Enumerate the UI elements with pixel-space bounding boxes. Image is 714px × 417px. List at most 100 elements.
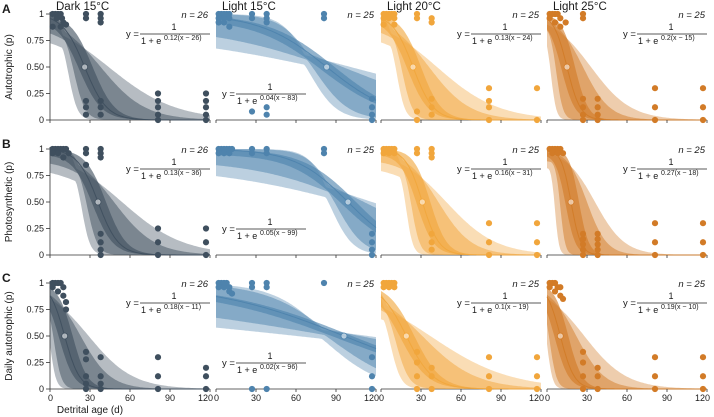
data-point: [226, 15, 233, 22]
model-equation: y = 1 1 + e 0.13(x − 36): [126, 157, 210, 181]
data-point: [82, 380, 90, 387]
data-point: [485, 85, 493, 92]
equation-exponent: 0.02(x − 96): [260, 364, 298, 371]
data-point: [215, 284, 222, 291]
data-point: [248, 15, 256, 22]
x-axis: [49, 120, 211, 123]
data-point: [60, 284, 67, 291]
equation-numerator: 1: [502, 157, 507, 167]
sample-size-label: n = 26: [181, 145, 208, 156]
data-point: [485, 354, 493, 361]
data-point: [202, 251, 210, 259]
data-point: [651, 85, 659, 92]
data-point: [428, 15, 435, 22]
data-point: [579, 116, 587, 124]
condition-title: Light 15°C: [222, 1, 276, 13]
data-point: [594, 236, 601, 243]
data-point: [202, 104, 210, 111]
data-point: [594, 241, 601, 248]
data-point: [559, 295, 567, 302]
data-point: [82, 356, 90, 363]
data-point: [651, 251, 659, 259]
y-tick-label: 1: [39, 9, 44, 19]
data-point: [413, 15, 421, 22]
data-point: [154, 225, 162, 232]
equation-exponent: 0.2(x − 15): [661, 35, 695, 42]
data-point: [651, 239, 659, 246]
x-axis: 0 30 60 90 120: [214, 389, 379, 403]
data-point: [97, 246, 104, 253]
equation-y: y =: [457, 164, 470, 175]
equation-y: y =: [457, 29, 470, 40]
panel-a-3: Light 20°C n = 25 y = 1 1 + e 0.13(x − 24): [380, 1, 542, 124]
inflection-point: [323, 63, 331, 71]
data-point: [428, 154, 435, 161]
fitted-curve: [215, 17, 377, 101]
x-axis-label: Detrital age (d): [57, 405, 123, 416]
confidence-band: [216, 149, 376, 254]
equation-exponent: 0.19(x − 10): [661, 304, 699, 311]
data-point: [226, 23, 233, 30]
data-point: [391, 150, 398, 157]
equation-y: y =: [222, 89, 235, 100]
data-point: [579, 359, 587, 366]
data-point: [248, 108, 256, 115]
data-point: [413, 359, 421, 366]
confidence-band: [50, 149, 210, 255]
data-point: [391, 21, 398, 28]
data-point: [579, 348, 587, 355]
data-point: [263, 279, 270, 287]
data-point: [202, 239, 210, 246]
data-point: [485, 239, 493, 246]
data-point: [485, 220, 493, 227]
y-tick-label: 0.50: [26, 331, 44, 341]
data-point: [263, 145, 270, 153]
sample-size-label: n = 25: [678, 145, 705, 156]
equation-y: y =: [222, 224, 235, 235]
confidence-band: [547, 20, 707, 121]
data-point: [594, 116, 601, 124]
x-tick-label: 120: [529, 393, 544, 403]
y-tick-label: 1: [39, 278, 44, 288]
data-point: [579, 385, 587, 393]
data-point: [428, 111, 435, 118]
data-point: [385, 284, 393, 291]
inflection-point: [563, 63, 571, 71]
model-equation: y = 1 1 + e 0.02(x − 96): [222, 351, 306, 375]
data-point: [651, 354, 659, 361]
x-tick-label: 30: [582, 393, 592, 403]
x-axis: [215, 255, 377, 258]
sample-size-label: n = 25: [512, 10, 539, 21]
data-point: [202, 111, 210, 118]
data-point: [699, 251, 707, 259]
data-point: [594, 230, 601, 237]
data-point: [557, 284, 564, 291]
data-point: [533, 85, 541, 92]
panel-c-3: n = 25 y = 1 1 + e 0.1(x − 19) 0 30 60 90 120: [379, 279, 544, 403]
fitted-curve: [49, 149, 210, 256]
data-point: [579, 95, 587, 102]
data-point: [579, 104, 587, 111]
data-point: [263, 104, 270, 111]
model-equation: y = 1 1 + e 0.13(x − 24): [457, 22, 541, 46]
data-point: [226, 10, 233, 18]
data-point: [428, 239, 435, 246]
data-point: [559, 150, 567, 157]
inflection-point: [61, 332, 69, 340]
x-axis: 0 30 60 90 120: [545, 389, 710, 403]
data-point: [533, 116, 541, 124]
equation-denominator: 1 + e: [472, 171, 492, 181]
fitted-curve: [380, 149, 541, 256]
data-point: [202, 90, 210, 97]
data-point: [60, 292, 67, 299]
panel-c-2: n = 25 y = 1 1 + e 0.02(x − 96) 0 30 60 90 120: [214, 279, 379, 403]
y-tick-label: 0.75: [26, 305, 44, 315]
data-point: [54, 288, 62, 295]
equation-numerator: 1: [267, 351, 272, 361]
confidence-band: [381, 149, 541, 255]
data-point: [533, 251, 541, 259]
x-axis: [215, 120, 377, 123]
data-point: [154, 373, 162, 380]
data-point: [368, 246, 376, 253]
data-point: [228, 290, 236, 297]
